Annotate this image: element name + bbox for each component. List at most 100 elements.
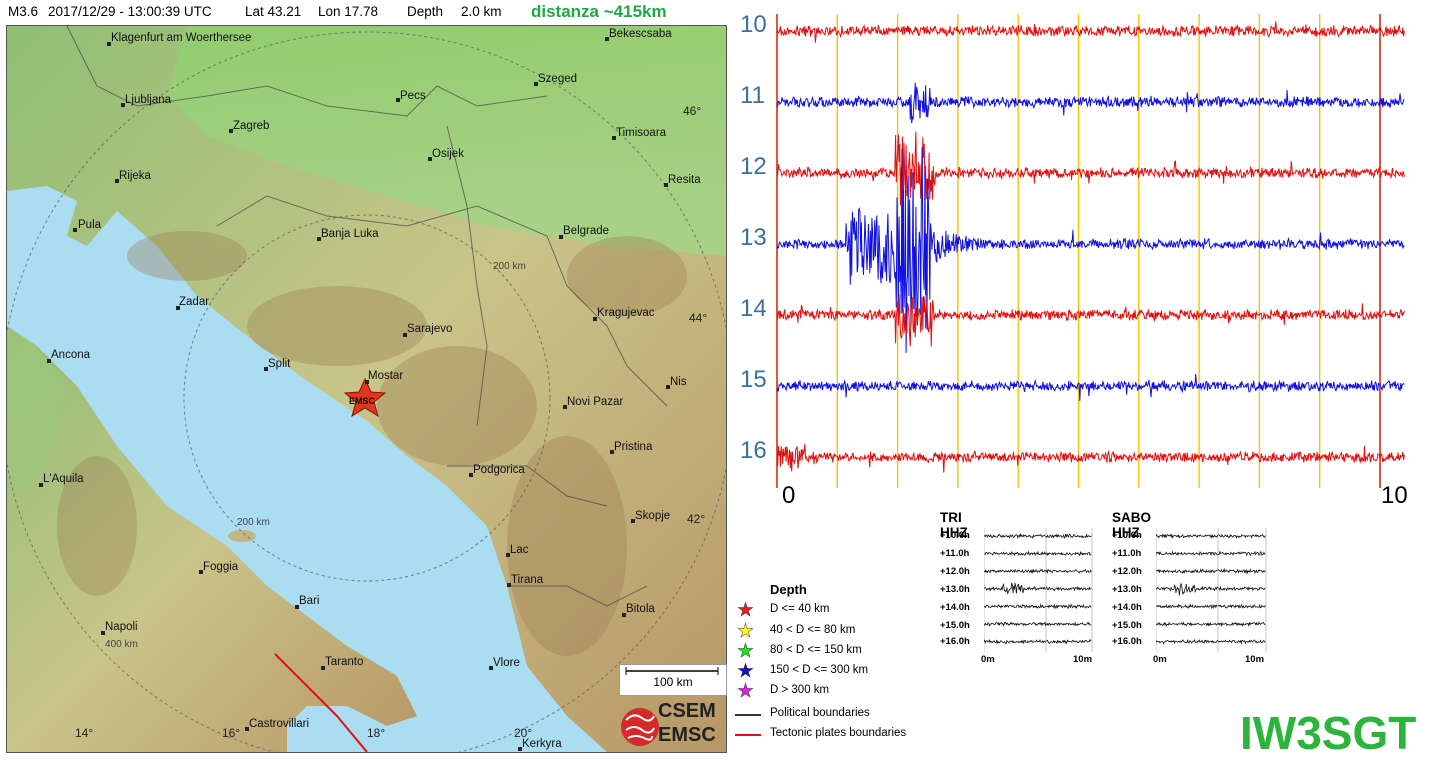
- longitude-label: 20°: [514, 726, 533, 740]
- station-hour-label: +12.0h: [1112, 566, 1142, 577]
- hour-label: 14: [740, 295, 767, 322]
- station-hour-trace: [984, 582, 1092, 595]
- legend-title: Depth: [770, 582, 807, 597]
- magnitude: M3.6: [8, 4, 39, 19]
- station-x-start: 0m: [1153, 654, 1167, 665]
- city-label: Castrovillari: [249, 718, 310, 730]
- station-hour-trace: [984, 568, 1092, 574]
- depth-label: Depth: [407, 4, 444, 19]
- station-hour-trace: [1156, 567, 1266, 575]
- star-icon: ★: [737, 681, 755, 703]
- helicorder-traces: [776, 14, 1405, 488]
- station-hour-trace: [984, 638, 1092, 645]
- city-label: Split: [268, 358, 291, 370]
- hour-label: 15: [740, 366, 767, 393]
- hour-trace: [776, 443, 1405, 473]
- star-icon: ★: [737, 600, 755, 622]
- station-hour-label: +14.0h: [1112, 602, 1142, 613]
- city-label: Bitola: [626, 603, 655, 615]
- station-hour-trace: [984, 603, 1092, 610]
- latitude-label: 46°: [683, 104, 702, 118]
- tectonic-boundary-line-icon: [735, 734, 761, 736]
- ring-distance-label: 400 km: [105, 639, 138, 650]
- longitude-label: 14°: [75, 726, 94, 740]
- city-label: Belgrade: [563, 225, 610, 237]
- city-label: Szeged: [538, 73, 578, 85]
- station-hour-trace: [1156, 550, 1266, 557]
- map-terrain: [7, 26, 726, 752]
- x-axis-start-label: 0: [782, 482, 796, 509]
- city-label: Skopje: [635, 510, 671, 522]
- station-title: SABO HHZ: [1112, 510, 1152, 540]
- legend-line-label: Political boundaries: [770, 707, 870, 719]
- city-label: Lac: [510, 544, 529, 556]
- hour-label: 11: [740, 82, 765, 109]
- station-hour-trace: [1156, 582, 1266, 596]
- hour-trace: [776, 374, 1405, 402]
- city-label: Timisoara: [616, 127, 667, 139]
- hour-label: 12: [740, 153, 767, 180]
- city-label: Klagenfurt am Woerthersee: [111, 32, 252, 44]
- city-label: Taranto: [325, 656, 364, 668]
- station-hour-label: +15.0h: [1112, 620, 1142, 631]
- ring-distance-label: 200 km: [237, 517, 270, 528]
- logo-top-text: CSEM: [658, 700, 716, 722]
- latitude-label: 44°: [689, 311, 708, 325]
- station-hour-trace: [1156, 638, 1266, 645]
- depth-value: 2.0 km: [461, 4, 502, 19]
- city-label: Nis: [670, 376, 687, 388]
- station-x-end: 10m: [1073, 654, 1093, 665]
- star-icon: ★: [737, 621, 755, 643]
- hour-trace: [776, 82, 1405, 124]
- legend-depth-label: D <= 40 km: [770, 603, 830, 615]
- epicenter-star-icon: [343, 377, 387, 418]
- city-label: Banja Luka: [321, 228, 379, 240]
- latitude-label: 42°: [687, 512, 706, 526]
- longitude-label: 16°: [222, 726, 241, 740]
- legend-depth-label: D > 300 km: [770, 684, 830, 696]
- csem-emsc-logo: CSEM EMSC: [620, 700, 725, 754]
- station-hour-label: +13.0h: [940, 584, 970, 595]
- station-hour-label: +16.0h: [1112, 636, 1142, 647]
- station-hour-trace: [984, 621, 1092, 627]
- hour-label: 10: [740, 11, 767, 38]
- city-label: Rijeka: [119, 170, 151, 182]
- epicenter-map[interactable]: Klagenfurt am Woerthersee Bekescsaba Sze…: [6, 25, 727, 753]
- station-hour-label: +10.0h: [940, 530, 970, 541]
- station-hour-label: +11.0h: [1112, 548, 1142, 559]
- map-scale: 100 km: [619, 664, 727, 696]
- legend-depth-label: 40 < D <= 80 km: [770, 624, 856, 636]
- longitude: Lon 17.78: [318, 4, 379, 19]
- station-traces: [1156, 528, 1267, 652]
- city-label: Osijek: [432, 148, 464, 160]
- city-label: Ancona: [51, 349, 91, 361]
- station-hour-trace: [1156, 533, 1266, 539]
- city-label: Sarajevo: [407, 323, 453, 335]
- hour-trace: [776, 131, 1405, 211]
- city-label: Kerkyra: [522, 738, 562, 750]
- city-label: Zadar: [179, 296, 210, 308]
- station-x-start: 0m: [981, 654, 995, 665]
- logo-bottom-text: EMSC: [658, 724, 716, 746]
- city-label: Pecs: [400, 90, 426, 102]
- city-label: Kragujevac: [597, 307, 655, 319]
- star-icon: ★: [737, 641, 755, 663]
- city-label: Tirana: [511, 574, 544, 586]
- hour-label: 16: [740, 437, 767, 464]
- city-label: Resita: [668, 174, 701, 186]
- station-hour-label: +16.0h: [940, 636, 970, 647]
- station-traces: [984, 528, 1093, 652]
- epicenter-label: EMSC: [349, 396, 376, 406]
- station-hour-label: +12.0h: [940, 566, 970, 577]
- longitude-label: 18°: [367, 726, 386, 740]
- x-axis-end-label: 10: [1381, 482, 1408, 509]
- station-hour-trace: [984, 532, 1092, 539]
- ring-distance-label: 200 km: [493, 261, 526, 272]
- station-x-end: 10m: [1245, 654, 1265, 665]
- event-datetime: 2017/12/29 - 13:00:39 UTC: [48, 4, 212, 19]
- legend-depth-label: 80 < D <= 150 km: [770, 644, 862, 656]
- station-title: TRI HHZ: [940, 510, 968, 540]
- city-label: Ljubljana: [125, 94, 172, 106]
- city-label: Novi Pazar: [567, 396, 624, 408]
- city-label: L'Aquila: [43, 473, 84, 485]
